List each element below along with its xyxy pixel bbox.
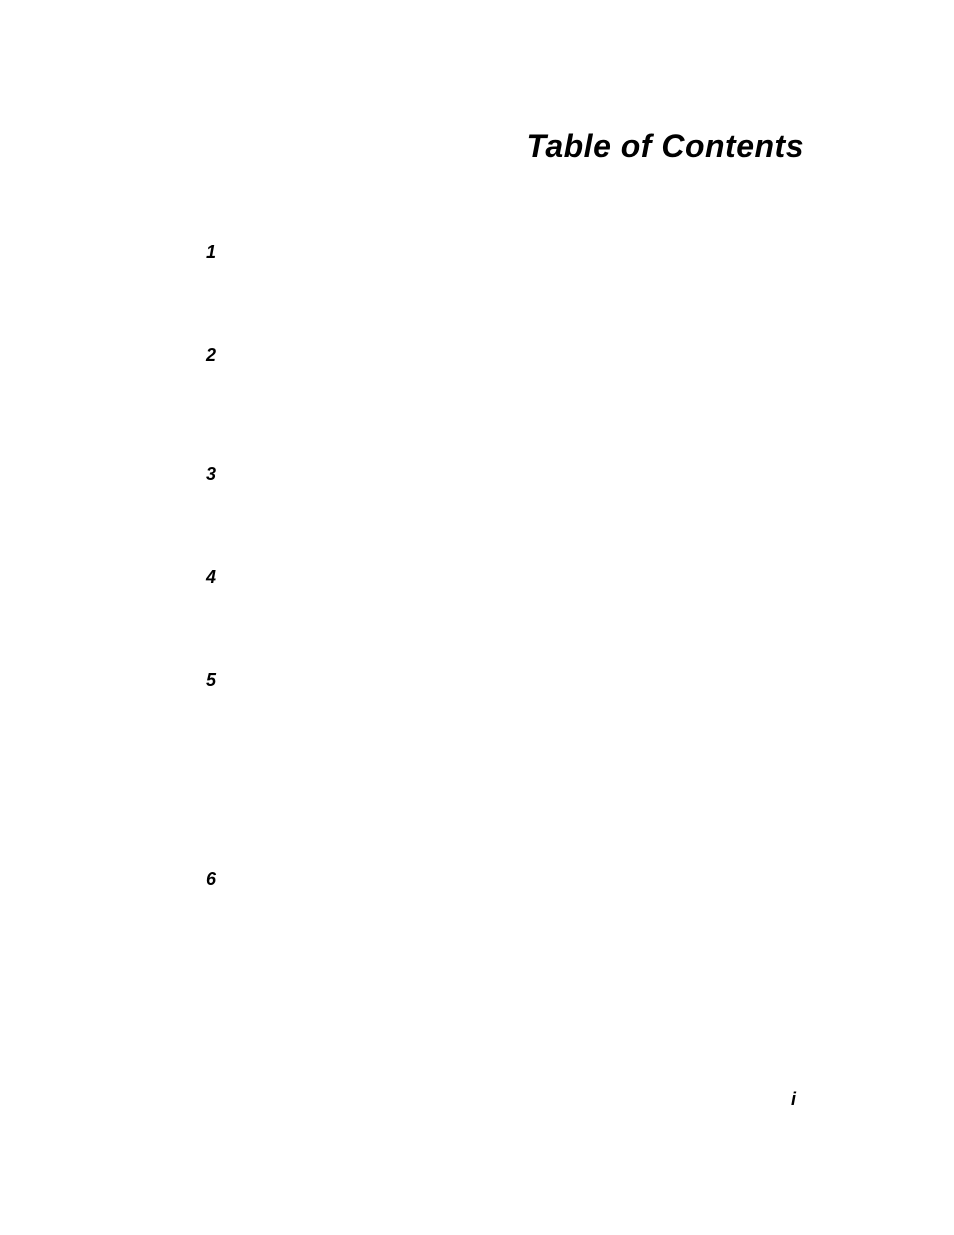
toc-item: 3 [206,464,216,485]
page-title: Table of Contents [526,128,804,165]
page-number: i [791,1089,796,1110]
toc-item: 1 [206,242,216,263]
toc-item: 2 [206,345,216,366]
toc-item: 4 [206,567,216,588]
toc-item: 5 [206,670,216,691]
toc-item: 6 [206,869,216,890]
